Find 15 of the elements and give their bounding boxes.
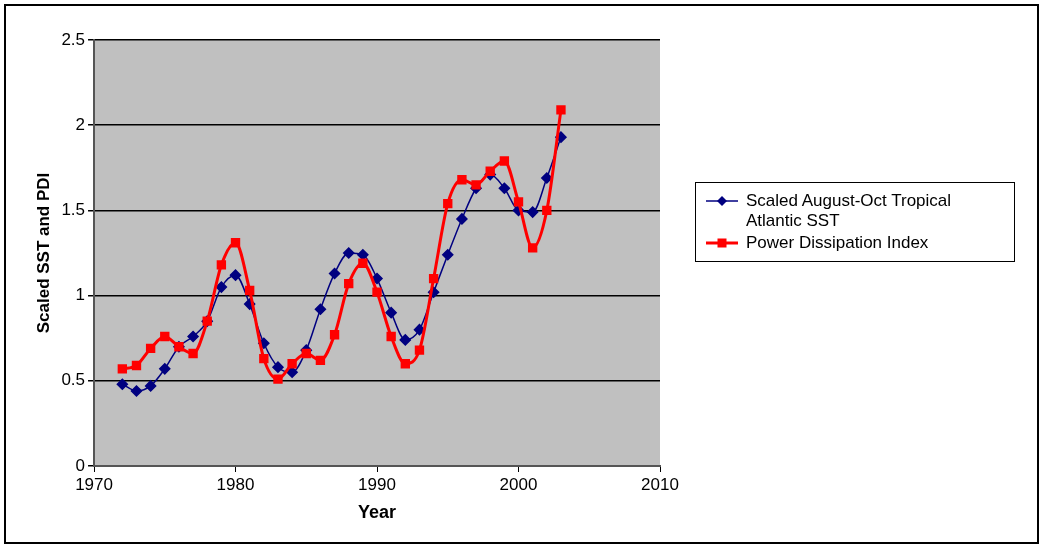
y-tick-label: 1 [75, 285, 86, 305]
y-tick-label: 0.5 [61, 370, 86, 390]
x-tick-label: 1980 [216, 474, 255, 494]
x-tick-label: 2010 [641, 474, 679, 494]
y-tick-label: 2 [75, 114, 86, 134]
y-axis-title: Scaled SST and PDI [33, 172, 53, 334]
x-axis-title: Year [357, 502, 397, 523]
x-tick-label: 1990 [358, 474, 396, 494]
x-tick-label: 2000 [499, 474, 538, 494]
y-tick-label: 0 [75, 455, 86, 475]
x-tick-label: 1970 [75, 474, 113, 494]
legend-label: Power Dissipation Index [746, 233, 929, 253]
legend-label: Scaled August-Oct Tropical Atlantic SST [746, 191, 953, 231]
y-tick-label: 1.5 [61, 200, 86, 220]
y-tick-label: 2.5 [61, 29, 86, 49]
